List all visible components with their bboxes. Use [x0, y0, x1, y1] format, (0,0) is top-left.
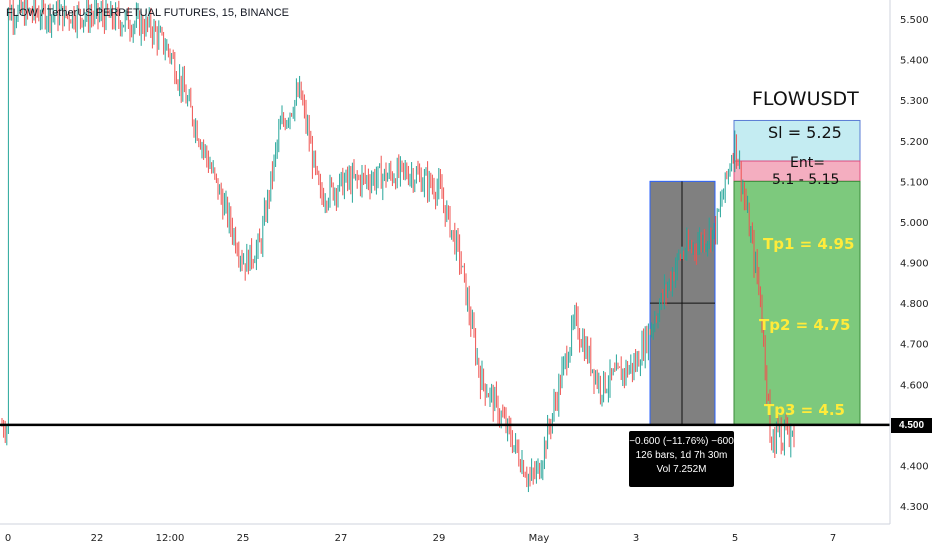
price-axis: 5.500 5.400 5.300 5.200 5.100 5.000 4.900 4.800…	[889, 0, 929, 524]
entry-range-label: 5.1 - 5.15	[772, 172, 840, 188]
tp1-label: Tp1 = 4.95	[763, 235, 855, 253]
chart-title: FLOW / TetherUS PERPETUAL FUTURES, 15, B…	[6, 7, 290, 19]
price-tick-label: 4.300	[900, 502, 929, 513]
time-tick-label: 25	[237, 533, 250, 544]
measure-bars: 126 bars, 1d 7h 30m	[635, 450, 728, 461]
price-tick-label: 4.400	[900, 461, 929, 472]
candlestick-series	[1, 0, 795, 493]
target-zone	[733, 180, 861, 426]
tp3-label: Tp3 = 4.5	[764, 401, 845, 419]
time-tick-label: 12:00	[156, 533, 185, 544]
price-tick-label: 4.800	[900, 299, 929, 310]
measure-volume: Vol 7.252M	[656, 464, 707, 475]
price-tick-label: 5.200	[900, 137, 929, 148]
stop-loss-label: Sl = 5.25	[768, 123, 842, 142]
time-tick-label: 29	[433, 533, 446, 544]
measure-change: −0.600 (−11.76%) −600	[629, 436, 734, 447]
price-tick-label: 4.900	[900, 259, 929, 270]
price-tick-label: 5.000	[900, 218, 929, 229]
time-tick-label: May	[529, 533, 550, 544]
time-tick-label: 0	[5, 533, 11, 544]
price-tick-label: 5.300	[900, 96, 929, 107]
symbol-label: FLOWUSDT	[752, 88, 859, 110]
price-tick-label: 5.500	[900, 15, 929, 26]
price-tick-label: 5.100	[900, 177, 929, 188]
time-tick-label: 7	[830, 533, 836, 544]
tp2-label: Tp2 = 4.75	[759, 316, 851, 334]
time-axis: 0 22 12:00 25 27 29 May 3 5 7	[0, 523, 890, 544]
price-tick-label: 4.700	[900, 340, 929, 351]
time-tick-label: 27	[335, 533, 348, 544]
price-tick-label: 5.400	[900, 56, 929, 67]
stop-loss-zone	[733, 119, 861, 162]
measure-tooltip: −0.600 (−11.76%) −600 126 bars, 1d 7h 30…	[629, 431, 734, 487]
entry-label: Ent=	[790, 155, 825, 171]
price-tick-label: 4.600	[900, 380, 929, 391]
position-zones	[649, 119, 861, 426]
time-tick-label: 3	[633, 533, 639, 544]
current-price-tag: 4.500	[891, 418, 932, 433]
time-tick-label: 5	[732, 533, 738, 544]
time-tick-label: 22	[91, 533, 104, 544]
